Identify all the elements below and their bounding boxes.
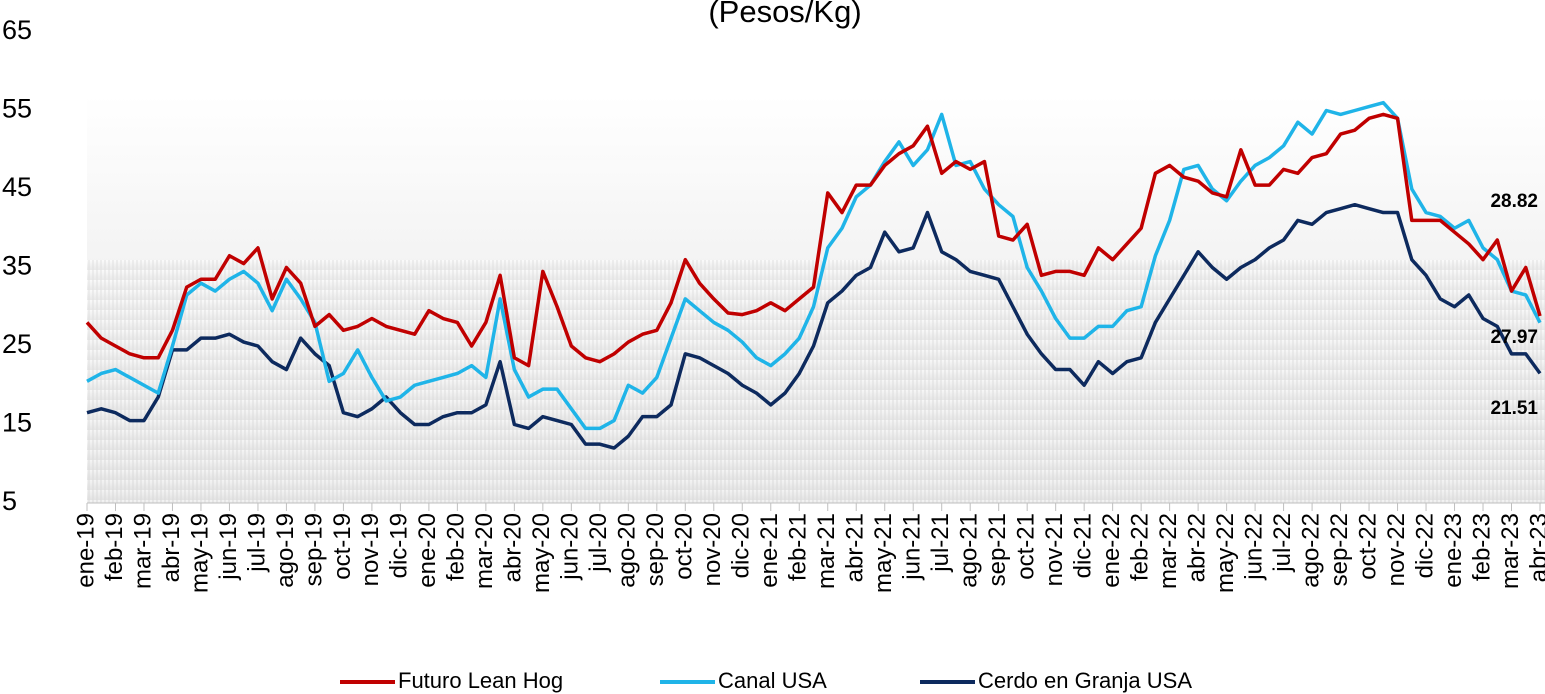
x-tick-label: jul-21 [927,513,954,573]
x-tick-label: feb-22 [1126,513,1153,581]
x-tick-label: jul-20 [585,513,612,573]
legend-label: Canal USA [718,668,827,693]
x-tick-label: ago-20 [614,513,641,588]
y-tick-label: 5 [2,486,17,516]
x-tick-label: oct-19 [329,513,356,580]
x-tick-label: jun-21 [899,513,926,581]
x-tick-label: ago-21 [956,513,983,588]
x-tick-label: feb-20 [443,513,470,581]
x-tick-label: feb-19 [101,513,128,581]
x-tick-label: abr-23 [1525,513,1545,582]
x-tick-label: ene-23 [1440,513,1467,588]
x-tick-label: oct-21 [1013,513,1040,580]
chart-title: (Pesos/Kg) [708,0,861,29]
y-tick-label: 35 [2,251,32,281]
x-tick-label: nov-20 [699,513,726,586]
y-tick-label: 65 [2,15,32,45]
x-tick-label: jul-22 [1269,513,1296,573]
x-tick-label: may-19 [186,513,213,593]
x-tick-label: abr-21 [842,513,869,582]
x-tick-label: jun-19 [215,513,242,581]
x-tick-label: ene-22 [1098,513,1125,588]
x-tick-label: jul-19 [243,513,270,573]
x-tick-label: mar-23 [1497,513,1524,589]
x-tick-label: abr-19 [158,513,185,582]
data-label: 21.51 [1490,398,1538,419]
x-tick-label: nov-22 [1383,513,1410,586]
x-tick-label: mar-20 [471,513,498,589]
x-tick-label: ene-20 [414,513,441,588]
x-tick-label: jun-20 [557,513,584,581]
x-tick-label: sep-21 [984,513,1011,586]
x-tick-label: abr-22 [1183,513,1210,582]
x-tick-label: dic-21 [1070,513,1097,578]
x-tick-label: ago-19 [272,513,299,588]
x-tick-label: nov-21 [1041,513,1068,586]
x-tick-label: feb-21 [785,513,812,581]
y-tick-label: 55 [2,94,32,124]
x-tick-label: sep-19 [300,513,327,586]
y-tick-label: 25 [2,329,32,359]
x-tick-label: ene-19 [72,513,99,588]
x-tick-label: oct-20 [671,513,698,580]
x-tick-label: mar-21 [813,513,840,589]
x-tick-label: ago-22 [1297,513,1324,588]
y-tick-label: 15 [2,408,32,438]
series-line [85,112,1542,368]
x-tick-label: may-20 [528,513,555,593]
x-tick-label: ene-21 [756,513,783,588]
series-line [86,100,1542,431]
x-tick-label: dic-19 [386,513,413,578]
x-tick-label: feb-23 [1468,513,1495,581]
data-label: 28.82 [1490,191,1538,212]
x-tick-label: sep-20 [642,513,669,586]
x-tick-label: oct-22 [1354,513,1381,580]
x-tick-label: jun-22 [1240,513,1267,581]
x-tick-label: may-22 [1212,513,1239,593]
legend-label: Cerdo en Granja USA [978,668,1192,693]
x-tick-label: nov-19 [357,513,384,586]
data-label: 27.97 [1490,327,1538,348]
x-tick-label: may-21 [870,513,897,593]
x-tick-label: abr-20 [500,513,527,582]
x-tick-label: dic-22 [1411,513,1438,578]
x-tick-label: mar-22 [1155,513,1182,589]
x-tick-label: mar-19 [129,513,156,589]
x-tick-label: sep-22 [1326,513,1353,586]
x-tick-label: dic-20 [728,513,755,578]
y-tick-label: 45 [2,172,32,202]
legend-label: Futuro Lean Hog [398,668,563,693]
series-line [86,202,1542,450]
